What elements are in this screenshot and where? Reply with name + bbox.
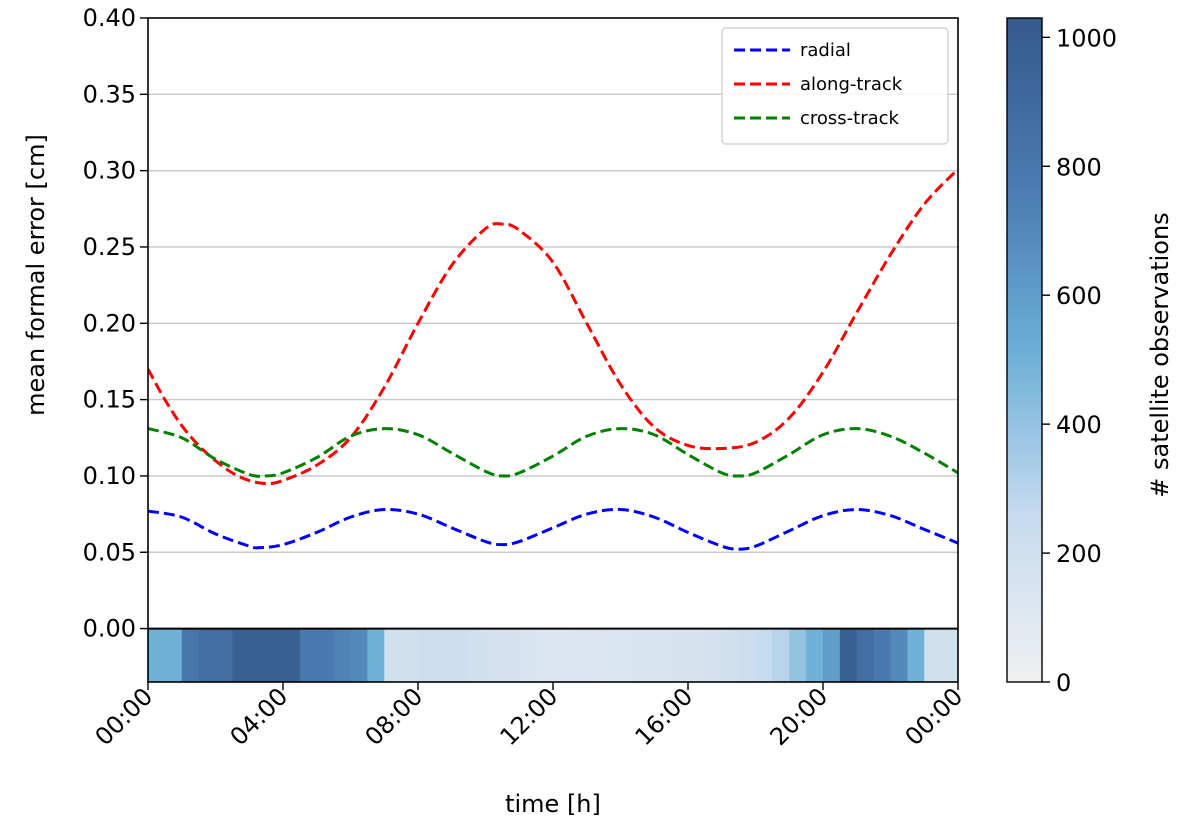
heatmap-cell xyxy=(215,628,233,682)
heatmap-cell xyxy=(519,628,537,682)
heatmap-cell xyxy=(823,628,841,682)
heatmap-cell xyxy=(907,628,925,682)
heatmap-cell xyxy=(873,628,892,682)
heatmap-cell xyxy=(637,628,655,682)
y-tick-label: 0.35 xyxy=(83,80,136,108)
x-tick-label: 00:00 xyxy=(900,682,969,751)
x-tick-label: 12:00 xyxy=(495,682,564,751)
heatmap-strip xyxy=(148,628,959,682)
heatmap-cell xyxy=(249,628,267,682)
heatmap-cell xyxy=(468,628,487,682)
heatmap-cell xyxy=(839,628,858,682)
heatmap-cell xyxy=(333,628,352,682)
y-tick-label: 0.25 xyxy=(83,233,136,261)
x-tick-label: 20:00 xyxy=(765,682,834,751)
y-tick-label: 0.00 xyxy=(83,615,136,643)
colorbar-tick-label: 600 xyxy=(1056,282,1102,310)
heatmap-cell xyxy=(299,628,318,682)
x-tick-label: 04:00 xyxy=(225,682,294,751)
heatmap-cell xyxy=(485,628,503,682)
heatmap-cell xyxy=(536,628,554,682)
heatmap-cell xyxy=(451,628,470,682)
series-line-along-track xyxy=(148,168,958,486)
colorbar-label: # satellite observations xyxy=(1146,212,1174,497)
y-axis: 0.00 0.05 0.10 0.15 0.20 0.25 0.30 0.35 0.40 xyxy=(83,4,148,643)
colorbar-tick-label: 400 xyxy=(1056,411,1102,439)
x-axis: 00:00 04:00 08:00 12:00 16:00 20:00 00:00 xyxy=(90,682,969,751)
legend-box xyxy=(721,27,949,145)
y-tick-label: 0.30 xyxy=(83,157,136,185)
y-tick-label: 0.20 xyxy=(83,309,136,337)
heatmap-cell xyxy=(181,628,200,682)
colorbar-tick-label: 0 xyxy=(1056,669,1071,697)
heatmap-cell xyxy=(316,628,335,682)
heatmap-cell xyxy=(671,628,689,682)
heatmap-cell xyxy=(620,628,638,682)
heatmap-cell xyxy=(502,628,520,682)
heatmap-cell xyxy=(738,628,757,682)
legend-entry: radial xyxy=(800,40,851,61)
x-tick-label: 08:00 xyxy=(360,682,429,751)
x-tick-label: 16:00 xyxy=(630,682,699,751)
heatmap-cell xyxy=(384,628,402,682)
heatmap-cell xyxy=(688,628,706,682)
x-tick-label: 00:00 xyxy=(90,682,159,751)
heatmap-cell xyxy=(232,628,250,682)
heatmap-cell xyxy=(418,628,436,682)
legend-entry: along-track xyxy=(800,74,903,95)
y-tick-label: 0.10 xyxy=(83,462,136,490)
y-tick-label: 0.15 xyxy=(83,386,136,414)
heatmap-cell xyxy=(806,628,824,682)
heatmap-cell xyxy=(772,628,790,682)
heatmap-cell xyxy=(721,628,740,682)
heatmap-cell xyxy=(755,628,773,682)
legend-entry: cross-track xyxy=(800,108,900,129)
y-axis-label: mean formal error [cm] xyxy=(22,134,50,416)
heatmap-cell xyxy=(367,628,385,682)
colorbar-tick-label: 1000 xyxy=(1056,24,1117,52)
colorbar-gradient xyxy=(1006,17,1043,683)
series-line-cross-track xyxy=(148,427,958,478)
heatmap-cell xyxy=(266,628,284,682)
heatmap-cell xyxy=(941,628,959,682)
heatmap-cell xyxy=(856,628,875,682)
heatmap-cell xyxy=(603,628,622,682)
heatmap-cell xyxy=(350,628,368,682)
heatmap-cell xyxy=(164,628,183,682)
heatmap-cell xyxy=(789,628,807,682)
heatmap-cell xyxy=(198,628,217,682)
heatmap-cell xyxy=(401,628,419,682)
colorbar-tick-label: 800 xyxy=(1056,153,1102,181)
heatmap-cell xyxy=(704,628,723,682)
y-tick-label: 0.05 xyxy=(83,538,136,566)
colorbar-tick-label: 200 xyxy=(1056,540,1102,568)
heatmap-cell xyxy=(654,628,672,682)
heatmap-cell xyxy=(586,628,605,682)
y-tick-label: 0.40 xyxy=(83,4,136,32)
heatmap-cell xyxy=(148,628,166,682)
heatmap-cell xyxy=(924,628,942,682)
y-gridlines xyxy=(148,93,958,553)
heatmap-cell xyxy=(283,628,301,682)
series-lines xyxy=(148,168,958,551)
heatmap-cell xyxy=(569,628,588,682)
heatmap-cell xyxy=(553,628,571,682)
legend: radial along-track cross-track xyxy=(721,27,949,145)
x-axis-label: time [h] xyxy=(505,790,601,818)
colorbar: 0 200 400 600 800 1000 xyxy=(1006,17,1117,697)
series-line-radial xyxy=(148,507,958,551)
heatmap-cell xyxy=(890,628,908,682)
heatmap-cell xyxy=(434,628,453,682)
